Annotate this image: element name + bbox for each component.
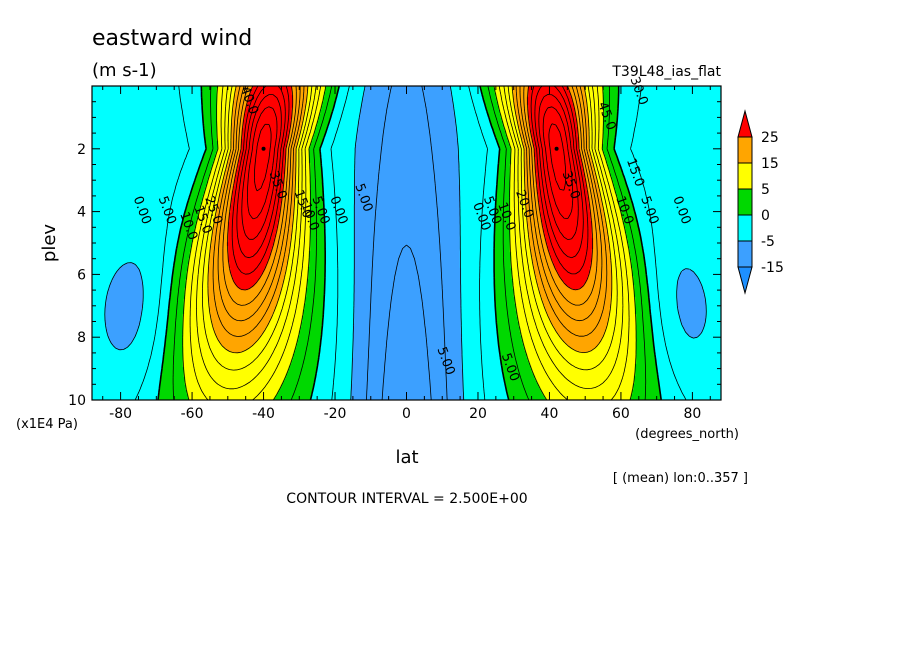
y-tick-label: 10: [68, 393, 86, 409]
contour-line: [207, 86, 613, 354]
y-tick-label: 8: [77, 330, 86, 346]
x-tick-label: -20: [324, 406, 347, 422]
contour-lines: [104, 86, 707, 400]
colorbar-label: 15: [761, 156, 779, 172]
colorbar-label: 0: [761, 208, 770, 224]
contour-line: [381, 244, 432, 400]
y-tick-label: 6: [77, 267, 86, 283]
colorbar: 25 15 5 0 -5 -15: [737, 109, 784, 295]
mean-note: [ (mean) lon:0..357 ]: [613, 471, 748, 486]
contour-line: [222, 86, 598, 306]
x-tick-label: -80: [109, 406, 132, 422]
colorbar-label: -15: [761, 260, 784, 276]
x-tick-label: -40: [252, 406, 275, 422]
x-axis-units: (degrees_north): [635, 427, 739, 442]
wind-field-raster: [92, 86, 721, 400]
colorbar-lower-arrow: [737, 266, 753, 295]
y-tick-label: 2: [77, 142, 86, 158]
colorbar-label: -5: [761, 234, 775, 250]
filled-contours: [92, 86, 721, 400]
colorbar-upper-arrow: [737, 109, 753, 138]
x-tick-label: -60: [181, 406, 204, 422]
contour-line: [134, 86, 687, 400]
jet-maximum-marker: [261, 146, 266, 151]
chart-units: (m s-1): [92, 60, 157, 81]
experiment-label: T39L48_ias_flat: [611, 64, 721, 80]
contour-line: [241, 93, 579, 240]
contour-line: [231, 86, 589, 275]
colorbar-segment: [737, 240, 753, 268]
y-axis-units: (x1E4 Pa): [16, 417, 78, 432]
contour-line: [172, 86, 647, 400]
contour-line: [202, 86, 618, 371]
contour-line: [247, 106, 574, 220]
colorbar-segment: [737, 188, 753, 216]
x-tick-label: 0: [402, 406, 411, 422]
colorbar-segment: [737, 162, 753, 190]
axes: -80 -60 -40 -20 0 20 40 60 80 2 4 6 8 10: [68, 86, 721, 422]
contour-line: [157, 86, 662, 400]
colorbar-segment: [737, 136, 753, 164]
contour-line: [227, 86, 593, 291]
x-axis-title: lat: [395, 447, 418, 468]
contour-interval-text: CONTOUR INTERVAL = 2.500E+00: [286, 491, 527, 507]
colorbar-segment: [737, 214, 753, 242]
contour-line: [189, 86, 630, 400]
jet-maximum-marker: [554, 146, 559, 151]
contour-line: [104, 86, 707, 400]
colorbar-label: 25: [761, 130, 779, 146]
colorbar-label: 5: [761, 182, 770, 198]
contour-line: [182, 86, 637, 400]
y-axis-title: plev: [39, 224, 60, 263]
chart-title: eastward wind: [92, 26, 252, 51]
contour-line: [254, 123, 567, 192]
contour-line: [366, 86, 448, 400]
contour-line: [236, 86, 584, 259]
y-tick-label: 4: [77, 205, 86, 221]
contour-line: [217, 86, 603, 322]
x-tick-label: 80: [683, 406, 701, 422]
x-tick-label: 60: [612, 406, 630, 422]
x-tick-label: 20: [469, 406, 487, 422]
contour-line: [212, 86, 608, 337]
x-tick-label: 40: [541, 406, 559, 422]
